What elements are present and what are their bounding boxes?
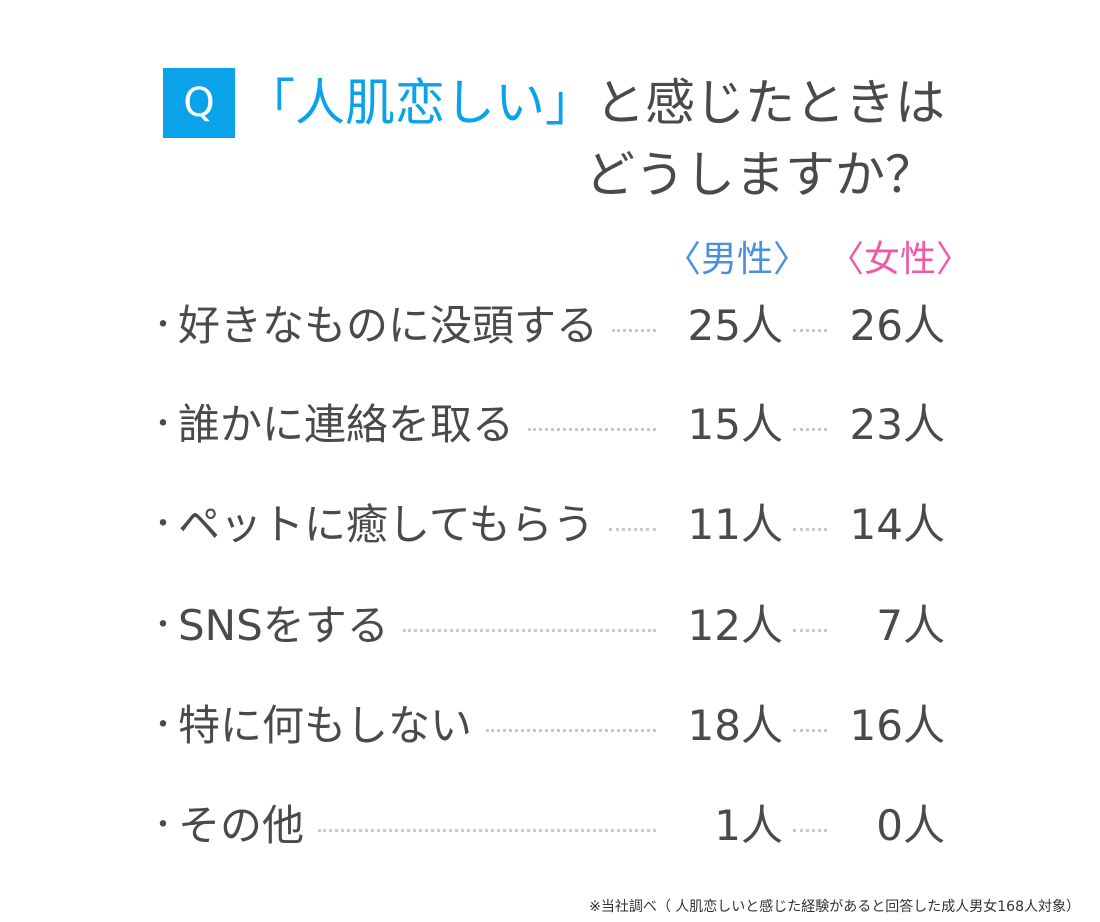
row-label: 好きなものに没頭する [178, 300, 599, 350]
row-label: 誰かに連絡を取る [178, 399, 515, 449]
result-row: ・その他 1人 0人 [148, 792, 945, 852]
header-female: 〈女性〉 [828, 239, 973, 280]
female-count: 23人 [849, 399, 945, 449]
male-count: 18人 [687, 700, 783, 750]
header-male: 〈男性〉 [665, 239, 810, 280]
row-label: 特に何もしない [178, 700, 473, 750]
bullet: ・ [148, 308, 178, 343]
female-count: 7人 [876, 600, 945, 650]
result-row: ・好きなものに没頭する 25人 26人 [148, 292, 945, 352]
dotted-leader [793, 427, 827, 431]
female-count: 16人 [849, 700, 945, 750]
row-label: SNSをする [178, 600, 389, 650]
result-row: ・誰かに連絡を取る 15人 23人 [148, 391, 945, 451]
dotted-leader [793, 328, 827, 332]
male-count: 1人 [714, 800, 783, 850]
bullet: ・ [148, 507, 178, 542]
male-count: 25人 [687, 300, 783, 350]
question-rest: と感じたときは [595, 74, 945, 132]
dotted-leader [528, 427, 656, 431]
dotted-leader [793, 527, 827, 531]
q-badge: Q [163, 68, 235, 138]
row-label: ペットに癒してもらう [178, 499, 595, 549]
female-count: 14人 [849, 499, 945, 549]
dotted-leader [486, 728, 656, 732]
dotted-leader [608, 527, 656, 531]
male-count: 11人 [687, 499, 783, 549]
dotted-leader [318, 828, 656, 832]
dotted-leader [793, 728, 827, 732]
dotted-leader [793, 828, 827, 832]
male-count: 15人 [687, 399, 783, 449]
question-title-line2: どうしますか？ [585, 146, 935, 204]
bullet: ・ [148, 608, 178, 643]
result-row: ・ペットに癒してもらう 11人 14人 [148, 491, 945, 551]
bullet: ・ [148, 708, 178, 743]
dotted-leader [612, 328, 656, 332]
bullet: ・ [148, 407, 178, 442]
footnote: ※当社調べ（ 人肌恋しいと感じた経験があると回答した成人男女168人対象） [589, 899, 1080, 915]
female-count: 26人 [849, 300, 945, 350]
result-row: ・特に何もしない 18人 16人 [148, 692, 945, 752]
question-highlight: 「人肌恋しい」 [245, 74, 595, 132]
female-count: 0人 [876, 800, 945, 850]
question-title-line1: 「人肌恋しい」と感じたときは [245, 70, 945, 136]
dotted-leader [402, 628, 656, 632]
row-label: その他 [178, 800, 305, 850]
male-count: 12人 [687, 600, 783, 650]
bullet: ・ [148, 808, 178, 843]
dotted-leader [793, 628, 827, 632]
result-row: ・ SNSをする 12人 7人 [148, 592, 945, 652]
